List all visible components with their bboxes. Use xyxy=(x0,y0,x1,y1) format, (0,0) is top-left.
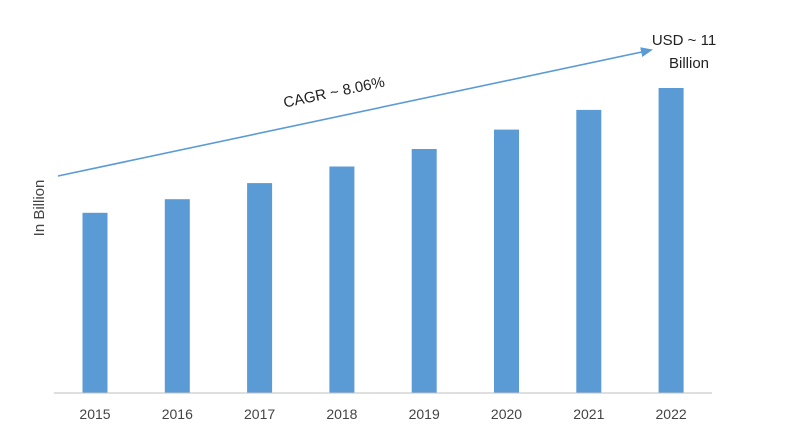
bar-2021 xyxy=(576,109,602,394)
x-tick-label-2022: 2022 xyxy=(656,406,687,422)
bar-2015 xyxy=(82,212,108,393)
x-tick-label-2018: 2018 xyxy=(326,406,357,422)
x-tick-labels: 2015 2016 2017 2018 2019 2020 2021 2022 xyxy=(79,406,686,422)
endpoint-unit-label: Billion xyxy=(669,55,709,72)
bars-layer xyxy=(82,88,684,394)
x-tick-label-2016: 2016 xyxy=(162,406,193,422)
y-axis-label: In Billion xyxy=(31,180,48,237)
bar-2017 xyxy=(247,183,273,393)
cagr-trend-arrow xyxy=(57,47,653,177)
bar-2016 xyxy=(164,199,190,393)
bar-2022 xyxy=(658,88,684,393)
bar-2019 xyxy=(411,149,437,393)
bar-2020 xyxy=(494,129,519,393)
x-tick-label-2015: 2015 xyxy=(79,406,110,422)
bar-2018 xyxy=(329,166,355,393)
x-tick-label-2020: 2020 xyxy=(491,406,522,422)
endpoint-value-label: USD ~ 11 xyxy=(652,32,716,49)
x-tick-label-2019: 2019 xyxy=(409,406,440,422)
cagr-annotation: CAGR ~ 8.06% xyxy=(282,74,386,112)
x-tick-label-2017: 2017 xyxy=(244,406,275,422)
x-tick-label-2021: 2021 xyxy=(573,406,604,422)
